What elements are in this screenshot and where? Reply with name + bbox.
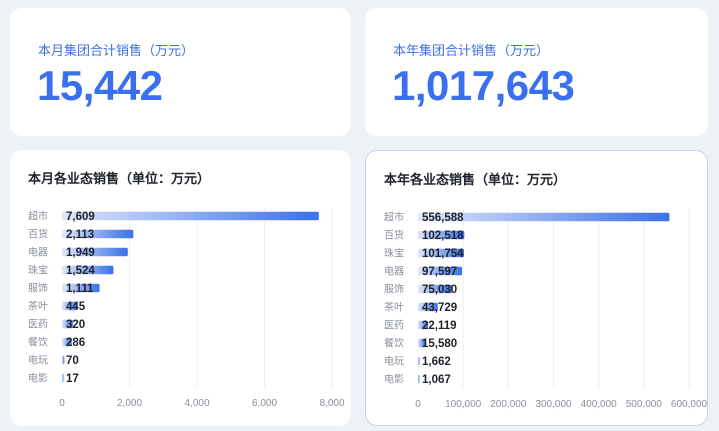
bar-value-label: 43,729 [422, 302, 457, 314]
yearly-sales-chart-card[interactable]: 本年各业态销售（单位：万元） 超市 556,588 百货 102,518 珠宝 101,7… [365, 150, 708, 426]
bar-value-label: 70 [66, 355, 79, 367]
monthly-sales-bar-chart: 超市 7,609 百货 2,113 电器 1,949 珠宝 1,524 服饰 1,111 茶叶 445… [28, 208, 345, 409]
x-tick-label: 300,000 [535, 399, 572, 410]
bar[interactable] [418, 284, 452, 294]
category-label: 珠宝 [384, 247, 404, 260]
category-label: 茶叶 [384, 301, 404, 314]
x-tick-label: 500,000 [626, 399, 663, 410]
yearly-sales-bar-chart: 超市 556,588 百货 102,518 珠宝 101,754 电器 97,597 服饰 75,… [384, 209, 708, 410]
yearly-total-value: 1,017,643 [392, 62, 575, 109]
monthly-total-title: 本月集团合计销售（万元） [38, 43, 195, 58]
bar-value-label: 75,030 [422, 284, 457, 296]
bar[interactable] [62, 211, 319, 221]
bar-value-label: 320 [66, 319, 85, 331]
x-tick-label: 6,000 [252, 398, 277, 409]
category-label: 电影 [28, 372, 48, 385]
category-label: 电玩 [384, 355, 404, 368]
x-tick-label: 400,000 [581, 399, 618, 410]
bar[interactable] [418, 212, 670, 222]
x-tick-label: 100,000 [445, 399, 482, 410]
category-label: 电器 [384, 265, 404, 278]
bar[interactable] [418, 338, 426, 348]
category-label: 百货 [384, 229, 404, 242]
bar-value-label: 1,949 [66, 247, 95, 259]
category-label: 餐饮 [28, 336, 48, 349]
bar[interactable] [62, 373, 64, 383]
x-tick-label: 8,000 [319, 398, 344, 409]
bar-value-label: 7,609 [66, 211, 95, 223]
bar[interactable] [418, 356, 420, 366]
x-tick-label: 0 [415, 399, 421, 410]
bar[interactable] [62, 337, 72, 347]
bar-value-label: 15,580 [422, 338, 457, 350]
bar-value-label: 22,119 [422, 320, 457, 332]
x-tick-label: 0 [59, 398, 65, 409]
category-label: 超市 [384, 211, 404, 224]
bar[interactable] [418, 248, 464, 258]
category-label: 超市 [28, 210, 48, 223]
bar[interactable] [418, 266, 463, 276]
category-label: 茶叶 [28, 300, 48, 313]
category-label: 电影 [384, 373, 404, 386]
x-tick-label: 600,000 [671, 399, 708, 410]
bar[interactable] [418, 302, 438, 312]
bar-value-label: 1,067 [422, 374, 451, 386]
category-label: 电器 [28, 246, 48, 259]
bar-value-label: 556,588 [422, 212, 464, 224]
bar-value-label: 1,111 [66, 283, 94, 295]
bar[interactable] [62, 283, 100, 293]
monthly-total-card: 本月集团合计销售（万元） 15,442 [10, 8, 351, 136]
x-tick-label: 200,000 [490, 399, 527, 410]
x-tick-label: 4,000 [184, 398, 209, 409]
category-label: 医药 [384, 320, 404, 332]
monthly-chart-title: 本月各业态销售（单位：万元） [28, 171, 211, 186]
category-label: 餐饮 [384, 337, 404, 350]
bar-value-label: 17 [66, 373, 79, 385]
bar[interactable] [62, 229, 134, 239]
monthly-sales-chart-card: 本月各业态销售（单位：万元） 超市 7,609 百货 2,113 电器 1,949 珠宝 1,… [10, 150, 351, 426]
bar[interactable] [62, 355, 65, 365]
bar[interactable] [418, 374, 420, 384]
bar-value-label: 445 [66, 301, 86, 313]
bar-value-label: 102,518 [422, 230, 464, 242]
bar-value-label: 101,754 [422, 248, 464, 260]
bar-value-label: 286 [66, 337, 85, 349]
category-label: 医药 [28, 319, 48, 331]
yearly-total-title: 本年集团合计销售（万元） [393, 43, 550, 58]
x-tick-label: 2,000 [117, 398, 142, 409]
category-label: 电玩 [28, 354, 48, 367]
monthly-total-value: 15,442 [37, 62, 163, 109]
bar[interactable] [62, 265, 114, 275]
bar[interactable] [418, 320, 428, 330]
category-label: 百货 [28, 228, 48, 241]
bar[interactable] [62, 301, 78, 311]
yearly-chart-title: 本年各业态销售（单位：万元） [384, 172, 567, 187]
bar-value-label: 1,662 [422, 356, 451, 368]
category-label: 服饰 [28, 282, 48, 295]
bar-value-label: 2,113 [66, 229, 94, 241]
bar[interactable] [62, 319, 73, 329]
yearly-total-card: 本年集团合计销售（万元） 1,017,643 [365, 8, 708, 136]
category-label: 服饰 [384, 283, 404, 296]
bar[interactable] [418, 230, 465, 240]
category-label: 珠宝 [28, 264, 48, 277]
bar-value-label: 1,524 [66, 265, 95, 277]
bar-value-label: 97,597 [422, 266, 457, 278]
bar[interactable] [62, 247, 128, 257]
